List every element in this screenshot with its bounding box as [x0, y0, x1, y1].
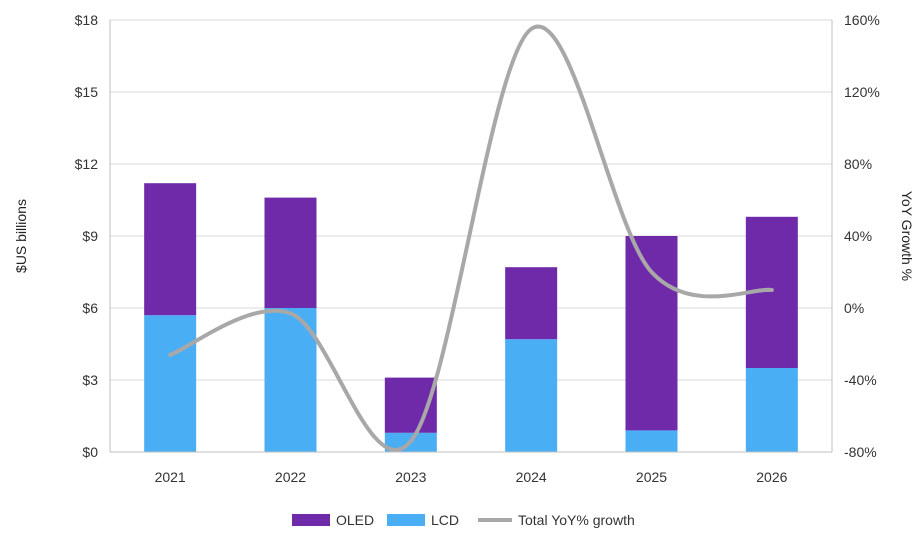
legend-label-lcd: LCD: [431, 512, 459, 528]
x-tick-label: 2022: [275, 469, 306, 485]
y-tick-label: $18: [75, 12, 99, 28]
bar-lcd: [264, 308, 317, 452]
legend-swatch-oled: [292, 514, 330, 526]
legend: OLED LCD Total YoY% growth: [292, 512, 635, 528]
bar-lcd: [144, 315, 197, 452]
y-tick-label: $12: [75, 156, 99, 172]
x-tick-label: 2025: [636, 469, 667, 485]
grid-lines: [110, 19, 832, 453]
y-tick-label: $9: [82, 228, 98, 244]
bar-lcd: [625, 430, 678, 452]
y2-tick-label: -80%: [844, 444, 877, 460]
x-tick-label: 2023: [395, 469, 426, 485]
bar-lcd: [745, 368, 798, 452]
y2-axis-title: YoY Growth %: [899, 191, 915, 281]
x-tick-label: 2024: [516, 469, 547, 485]
bar-oled: [264, 197, 317, 308]
legend-swatch-lcd: [387, 514, 425, 526]
y-tick-label: $6: [82, 300, 98, 316]
x-tick-label: 2026: [756, 469, 787, 485]
legend-label-growth: Total YoY% growth: [518, 512, 635, 528]
y-tick-label: $0: [82, 444, 98, 460]
y-axis-title: $US billions: [13, 199, 29, 273]
bar-oled: [505, 267, 558, 340]
growth-line: [168, 24, 774, 452]
y2-tick-label: 40%: [844, 228, 872, 244]
legend-label-oled: OLED: [336, 512, 374, 528]
y2-tick-label: -40%: [844, 372, 877, 388]
y-tick-label: $15: [75, 84, 99, 100]
growth-line-path: [168, 24, 774, 452]
bar-oled: [625, 236, 678, 431]
axes: $0 -80% $3 -40% $6 0% $9 40% $12 80% $15 120% $18 160…: [75, 12, 880, 485]
bar-lcd: [505, 339, 558, 452]
y-tick-label: $3: [82, 372, 98, 388]
y2-tick-label: 0%: [844, 300, 864, 316]
x-tick-label: 2021: [155, 469, 186, 485]
y2-tick-label: 160%: [844, 12, 880, 28]
bar-oled: [144, 183, 197, 316]
y2-tick-label: 120%: [844, 84, 880, 100]
y2-tick-label: 80%: [844, 156, 872, 172]
